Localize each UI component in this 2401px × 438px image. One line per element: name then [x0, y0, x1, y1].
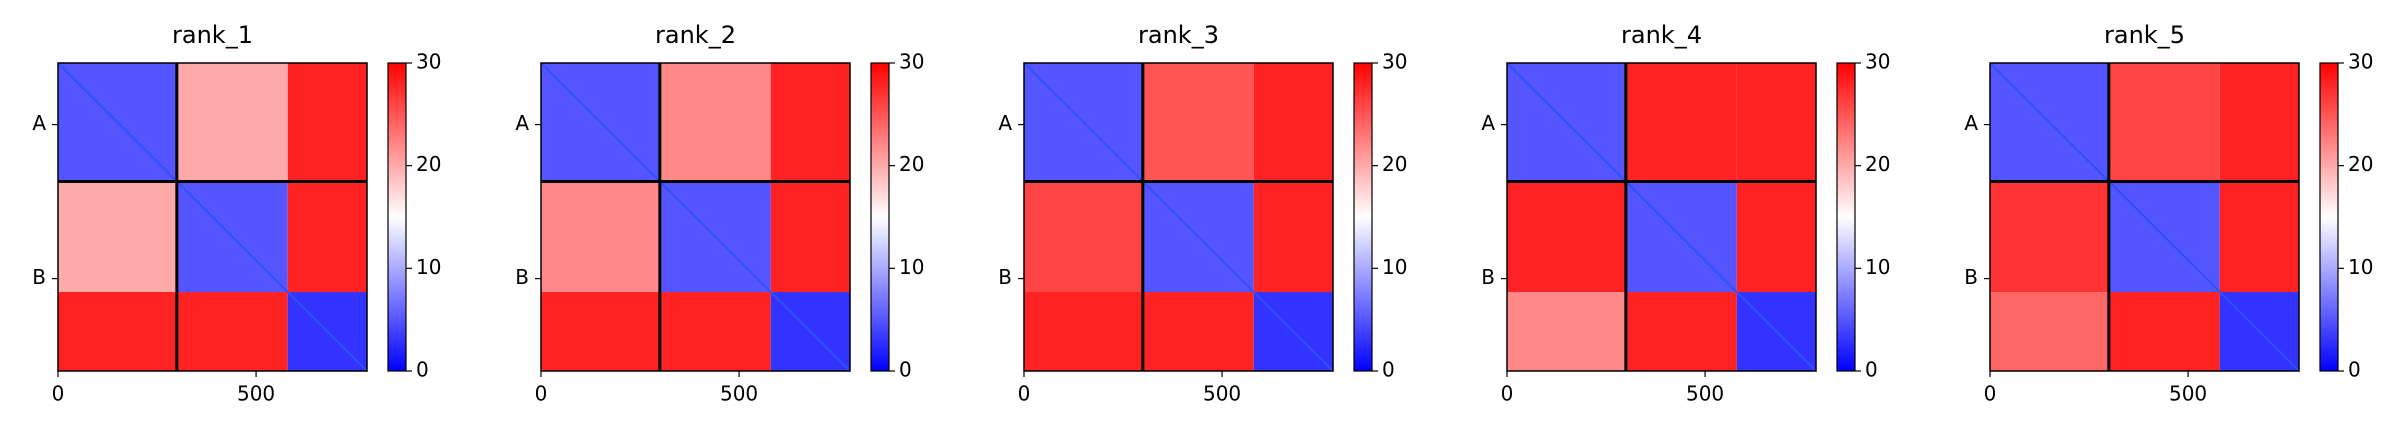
- colorbar-tick-label: 20: [2348, 152, 2373, 176]
- colorbar-tick-label: 0: [1865, 358, 1878, 382]
- colorbar-tick-label: 10: [2348, 255, 2373, 279]
- x-tick-label: 0: [1984, 382, 1997, 406]
- heatmap-cell: [1024, 292, 1143, 371]
- panel-title: rank_1: [172, 21, 253, 49]
- heatmap-cell: [176, 292, 288, 371]
- heatmap-cell: [770, 181, 850, 293]
- y-tick-label: A: [1964, 111, 1978, 135]
- colorbar-tick-label: 20: [1382, 152, 1407, 176]
- heatmap-cell: [1507, 181, 1626, 293]
- x-tick-label: 0: [535, 382, 548, 406]
- heatmap-cell: [2219, 63, 2299, 182]
- panel-title: rank_5: [2104, 21, 2185, 49]
- heatmap-cell: [541, 181, 660, 293]
- heatmap-cell: [1142, 63, 1254, 182]
- colorbar-tick-label: 20: [1865, 152, 1890, 176]
- axes-frame: [57, 62, 368, 372]
- heatmap-cell: [1507, 292, 1626, 371]
- heatmap-cell: [770, 63, 850, 182]
- heatmap-cell: [659, 63, 771, 182]
- colorbar: [1353, 62, 1373, 372]
- heatmap-cell: [1024, 181, 1143, 293]
- diagonal: [1506, 62, 1817, 372]
- y-tick-label: A: [1481, 111, 1495, 135]
- y-tick-label: B: [1964, 265, 1978, 289]
- colorbar-tick-label: 10: [416, 255, 441, 279]
- x-tick-label: 500: [1686, 382, 1724, 406]
- colorbar-tick-label: 30: [416, 50, 441, 74]
- colorbar-tick-label: 0: [2348, 358, 2361, 382]
- heatmap-cell: [1253, 63, 1333, 182]
- diagonal: [1023, 62, 1334, 372]
- heatmap-cell: [2108, 292, 2220, 371]
- y-tick-label: B: [515, 265, 529, 289]
- heatmap-cell: [1253, 181, 1333, 293]
- x-tick-label: 500: [237, 382, 275, 406]
- heatmap-cell: [659, 292, 771, 371]
- axes-frame: [1989, 62, 2300, 372]
- colorbar-tick-label: 20: [899, 152, 924, 176]
- x-tick-label: 500: [2169, 382, 2207, 406]
- colorbar-tick-label: 10: [1865, 255, 1890, 279]
- heatmap-cell: [1142, 292, 1254, 371]
- panel-title: rank_4: [1621, 21, 1702, 49]
- heatmap-cell: [541, 292, 660, 371]
- colorbar-tick-label: 20: [416, 152, 441, 176]
- colorbar-tick-label: 30: [2348, 50, 2373, 74]
- heatmap-cell: [58, 181, 177, 293]
- colorbar-tick-label: 30: [1865, 50, 1890, 74]
- diagonal: [540, 62, 851, 372]
- x-tick-label: 0: [1501, 382, 1514, 406]
- colorbar-tick-label: 10: [899, 255, 924, 279]
- colorbar-tick-label: 0: [899, 358, 912, 382]
- y-tick-label: B: [998, 265, 1012, 289]
- heatmap-cell: [1736, 181, 1816, 293]
- axes-frame: [1023, 62, 1334, 372]
- y-tick-label: B: [32, 265, 46, 289]
- heatmap-cell: [1625, 292, 1737, 371]
- heatmap-cell: [287, 181, 367, 293]
- colorbar-tick-label: 10: [1382, 255, 1407, 279]
- colorbar: [387, 62, 407, 372]
- heatmap-cell: [2219, 181, 2299, 293]
- axes-frame: [540, 62, 851, 372]
- y-tick-label: A: [998, 111, 1012, 135]
- panel-title: rank_3: [1138, 21, 1219, 49]
- colorbar-tick-label: 0: [1382, 358, 1395, 382]
- heatmap-cell: [2108, 63, 2220, 182]
- colorbar-tick-label: 30: [899, 50, 924, 74]
- x-tick-label: 0: [1018, 382, 1031, 406]
- heatmap-cell: [287, 63, 367, 182]
- colorbar: [2319, 62, 2339, 372]
- colorbar-tick-label: 30: [1382, 50, 1407, 74]
- x-tick-label: 500: [720, 382, 758, 406]
- y-tick-label: A: [32, 111, 46, 135]
- y-tick-label: B: [1481, 265, 1495, 289]
- diagonal: [57, 62, 368, 372]
- panel-title: rank_2: [655, 21, 736, 49]
- diagonal: [1989, 62, 2300, 372]
- heatmap-cell: [1990, 292, 2109, 371]
- heatmap-cell: [1736, 63, 1816, 182]
- colorbar-tick-label: 0: [416, 358, 429, 382]
- y-tick-label: A: [515, 111, 529, 135]
- heatmap-cell: [1625, 63, 1737, 182]
- colorbar: [870, 62, 890, 372]
- x-tick-label: 500: [1203, 382, 1241, 406]
- heatmap-cell: [58, 292, 177, 371]
- heatmap-cell: [176, 63, 288, 182]
- axes-frame: [1506, 62, 1817, 372]
- colorbar: [1836, 62, 1856, 372]
- heatmap-cell: [1990, 181, 2109, 293]
- x-tick-label: 0: [52, 382, 65, 406]
